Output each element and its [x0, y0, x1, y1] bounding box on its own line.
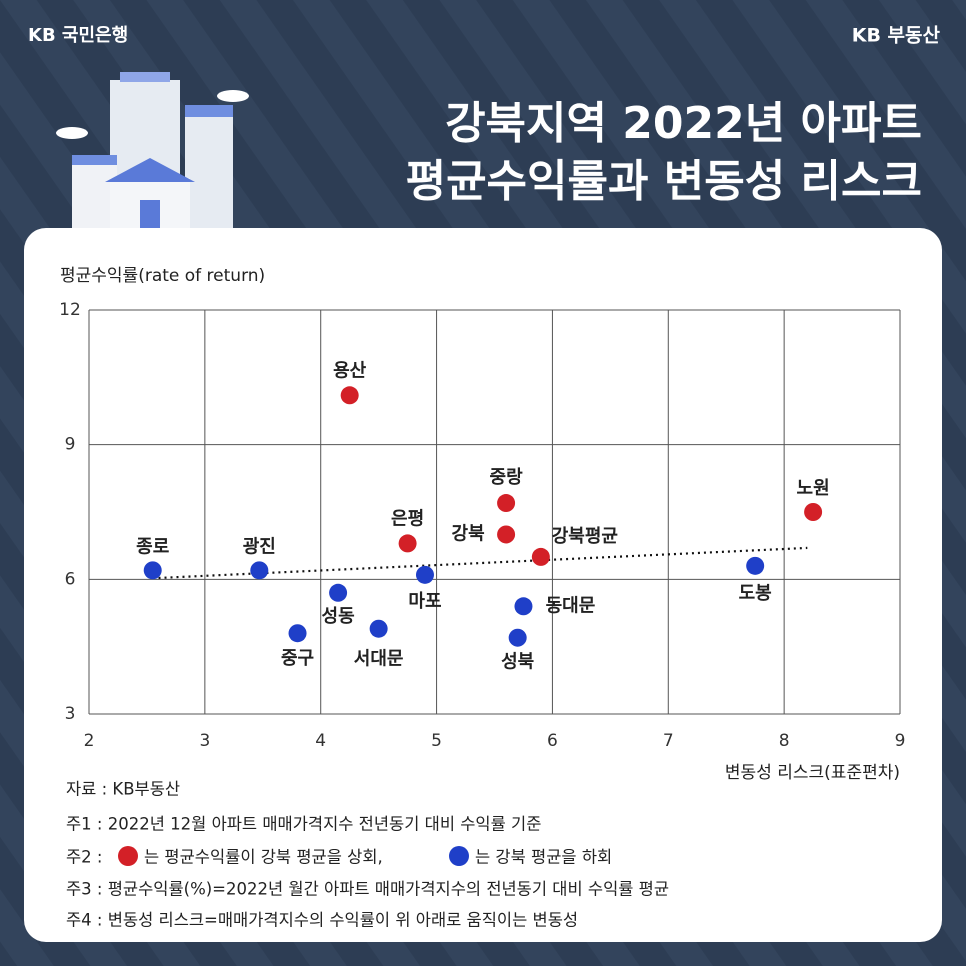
x-tick-label: 2	[84, 731, 95, 751]
point	[497, 494, 516, 513]
point	[514, 597, 533, 616]
y-tick-label: 3	[65, 704, 76, 724]
point-label: 도봉	[739, 583, 772, 604]
blue-dot-icon	[449, 846, 469, 866]
x-tick-label: 4	[315, 731, 326, 751]
note: 주2 :	[66, 848, 102, 867]
x-tick-label: 8	[779, 731, 790, 751]
point-label: 노원	[797, 478, 830, 499]
point	[531, 547, 550, 566]
point	[497, 525, 516, 544]
card	[24, 228, 942, 942]
point-label: 동대문	[546, 595, 596, 616]
title-line: 평균수익률과 변동성 리스크	[406, 156, 922, 207]
buildings-illustration	[56, 72, 249, 230]
point	[369, 619, 388, 638]
x-tick-label: 5	[431, 731, 442, 751]
red-dot-icon	[118, 846, 138, 866]
point	[804, 503, 823, 521]
point-label: 서대문	[354, 649, 404, 670]
brand-logo: KB 부동산	[852, 25, 941, 47]
title-line: 강북지역 2022년 아파트	[445, 98, 922, 149]
note: 주3 : 평균수익률(%)=2022년 월간 아파트 매매가격지수의 전년동기 …	[66, 880, 669, 899]
x-tick-label: 3	[199, 731, 210, 751]
point	[143, 561, 162, 580]
note: 주4 : 변동성 리스크=매매가격지수의 수익률이 위 아래로 움직이는 변동성	[66, 911, 578, 930]
point	[508, 628, 527, 647]
y-tick-label: 9	[65, 435, 76, 455]
point-label: 강북	[452, 523, 485, 544]
y-tick-label: 6	[65, 569, 76, 589]
y-tick-label: 12	[59, 300, 81, 320]
point-label: 중랑	[490, 467, 524, 488]
point-label: 성북	[501, 652, 534, 673]
note: 는 강북 평균을 하회	[475, 848, 612, 867]
note: 는 평균수익률이 강북 평균을 상회,	[144, 848, 383, 867]
point-label: 중구	[281, 648, 314, 669]
point-label: 마포	[408, 591, 441, 612]
point	[746, 556, 765, 575]
point	[329, 583, 348, 602]
point-label: 광진	[243, 536, 276, 557]
point	[398, 534, 417, 553]
point-label: 은평	[391, 508, 424, 529]
x-axis-title: 변동성 리스크(표준편차)	[725, 763, 900, 783]
point-label: 성동	[322, 606, 355, 627]
point	[415, 565, 434, 584]
point	[250, 561, 269, 580]
point	[340, 386, 359, 405]
source-note: 자료 : KB부동산	[66, 780, 180, 799]
x-tick-label: 9	[895, 731, 906, 751]
point-label: 강북평균	[552, 526, 618, 547]
point	[288, 624, 307, 643]
y-axis-title: 평균수익률(rate of return)	[60, 266, 265, 286]
point-label: 종로	[136, 536, 169, 557]
bank-logo: KB 국민은행	[28, 25, 128, 46]
x-tick-label: 6	[547, 731, 558, 751]
point-label: 용산	[333, 360, 367, 381]
x-tick-label: 7	[663, 731, 674, 751]
note: 주1 : 2022년 12월 아파트 매매가격지수 전년동기 대비 수익률 기준	[66, 815, 541, 834]
